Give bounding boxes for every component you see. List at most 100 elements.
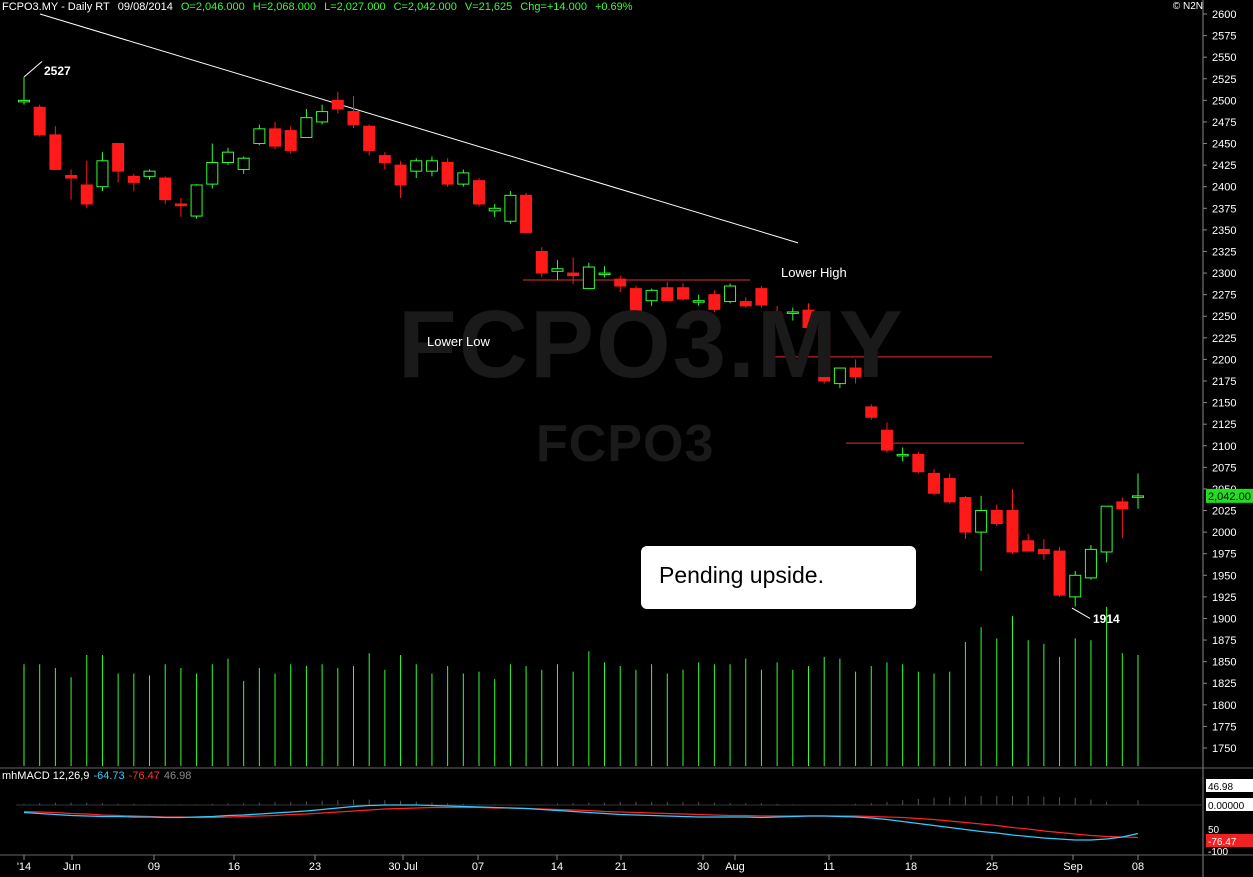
price-tick-label: 2600 xyxy=(1212,9,1236,21)
candle-body xyxy=(174,203,187,207)
candle-body xyxy=(849,367,862,378)
date-tick-label: Aug xyxy=(725,861,745,873)
candle-body xyxy=(818,326,831,382)
price-tick-label: 2500 xyxy=(1212,95,1236,107)
volume-value: V=21,625 xyxy=(464,1,513,13)
candle-body xyxy=(1022,540,1035,552)
candle-body xyxy=(975,510,988,533)
candle-body xyxy=(1006,510,1019,553)
candle-body xyxy=(425,160,438,172)
price-tick-label: 1900 xyxy=(1212,613,1236,625)
date-label: 09/08/2014 xyxy=(117,1,173,13)
candle-body xyxy=(739,301,752,307)
candle-body xyxy=(206,162,219,185)
price-tick-label: 2100 xyxy=(1212,441,1236,453)
price-tick-label: 2075 xyxy=(1212,462,1236,474)
candle-body xyxy=(473,180,486,205)
price-axis[interactable]: 1750 1775 1800 1825 1850 1875 1900 1925 1950 1975… xyxy=(1203,9,1253,755)
high-pointer xyxy=(23,61,43,78)
price-tick-label: 2350 xyxy=(1212,225,1236,237)
date-tick-label: Sep xyxy=(1063,861,1083,873)
low-value: L=2,027.000 xyxy=(324,1,386,13)
date-tick-label: 18 xyxy=(905,861,917,873)
candle-body xyxy=(33,106,46,136)
candle-body xyxy=(1053,550,1066,596)
watermark-symbol: FCPO3.MY xyxy=(398,291,905,398)
candle-body xyxy=(363,125,376,151)
price-tick-label: 2250 xyxy=(1212,311,1236,323)
candle-body xyxy=(80,184,93,205)
candle-body xyxy=(1037,548,1050,555)
candle-body xyxy=(990,510,1003,524)
price-tick-label: 1875 xyxy=(1212,635,1236,647)
date-tick-label: 07 xyxy=(472,861,484,873)
price-tick-label: 2375 xyxy=(1212,203,1236,215)
price-tick-label: 2325 xyxy=(1212,246,1236,258)
price-tick-label: 2225 xyxy=(1212,333,1236,345)
candle-body xyxy=(943,478,956,503)
candle-body xyxy=(1116,501,1129,510)
macd-axis-label: 46.98 xyxy=(1208,782,1233,793)
macd-axis-tag xyxy=(1206,798,1253,811)
candle-body xyxy=(284,130,297,151)
price-tick-label: 2300 xyxy=(1212,268,1236,280)
price-tick-label: 2125 xyxy=(1212,419,1236,431)
close-value: C=2,042.000 xyxy=(393,1,457,13)
price-tick-label: 1975 xyxy=(1212,549,1236,561)
price-tick-label: 2575 xyxy=(1212,31,1236,43)
price-tick-label: 1800 xyxy=(1212,700,1236,712)
last-price-label: 2,042.00 xyxy=(1208,491,1251,503)
price-tick-label: 1825 xyxy=(1212,678,1236,690)
histogram-value: 46.98 xyxy=(163,770,192,782)
date-tick-label: 25 xyxy=(986,861,998,873)
candle-body xyxy=(614,278,627,287)
candle-body xyxy=(676,287,689,300)
date-tick-label: 23 xyxy=(309,861,321,873)
candle-body xyxy=(1084,548,1097,579)
price-tick-label: 2450 xyxy=(1212,139,1236,151)
price-tick-label: 1750 xyxy=(1212,743,1236,755)
change-pct-value: +0.69% xyxy=(594,1,633,13)
candle-body xyxy=(535,250,548,274)
price-tick-label: 2475 xyxy=(1212,117,1236,129)
candle-body xyxy=(520,194,533,233)
lower-high-label: Lower High xyxy=(781,265,847,280)
candle-body xyxy=(378,155,391,164)
candle-body xyxy=(567,272,580,277)
macd-panel: 46.98 0.00000 50-76.47-100 xyxy=(16,779,1253,858)
date-axis[interactable]: '14 Jun 09 16 23 30 Jul 07 14 21 30 Aug 11 18 25 Sep 08 xyxy=(17,855,1144,873)
candlestick-series xyxy=(18,77,1144,607)
candle-body xyxy=(1100,505,1113,553)
candle-body xyxy=(959,497,972,533)
macd-axis-tag xyxy=(1206,779,1253,792)
price-tick-label: 2275 xyxy=(1212,290,1236,302)
low-pointer xyxy=(1071,607,1091,619)
price-tick-label: 1950 xyxy=(1212,570,1236,582)
volume-series xyxy=(23,606,1139,766)
candle-body xyxy=(488,207,501,212)
date-tick-label: 08 xyxy=(1132,861,1144,873)
candle-body xyxy=(692,300,705,303)
macd-value: -64.73 xyxy=(93,770,125,782)
candle-body xyxy=(96,160,109,188)
candle-body xyxy=(237,157,250,170)
candle-body xyxy=(347,111,360,126)
candle-body xyxy=(49,134,62,170)
candle-body xyxy=(582,266,595,290)
symbol-label: FCPO3.MY - Daily RT xyxy=(2,1,110,13)
candle-body xyxy=(755,288,768,306)
candle-body xyxy=(441,162,454,185)
candle-body xyxy=(1069,574,1082,598)
signal-line xyxy=(23,806,1139,839)
macd-header: mhMACD 12,26,9 -64.73 -76.47 46.98 xyxy=(2,770,195,782)
macd-axis-label: -100 xyxy=(1208,847,1228,858)
macd-line xyxy=(23,804,1139,841)
macd-name: mhMACD 12,26,9 xyxy=(2,770,90,782)
high-point-label: 2527 xyxy=(44,64,71,78)
signal-value: -76.47 xyxy=(128,770,160,782)
ohlc-header: FCPO3.MY - Daily RT 09/08/2014 O=2,046.000… xyxy=(2,1,641,13)
date-tick-label: 09 xyxy=(148,861,160,873)
candle-body xyxy=(18,99,30,103)
